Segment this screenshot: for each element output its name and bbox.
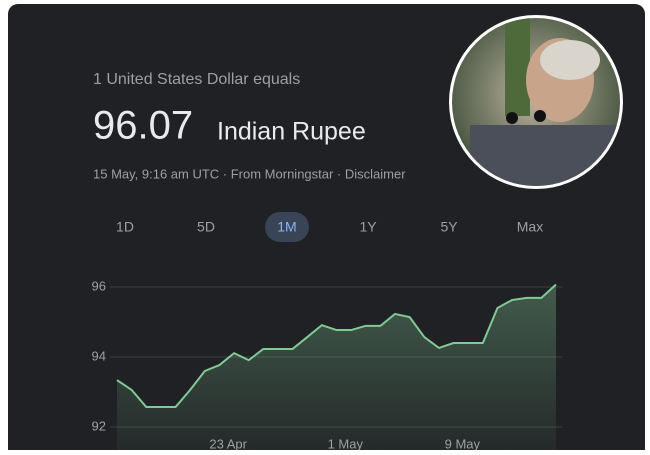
y-tick-label: 92 (92, 418, 106, 433)
amount: 96.07 (93, 104, 193, 148)
currency: Indian Rupee (217, 118, 366, 146)
range-tab[interactable]: 1Y (359, 219, 377, 235)
range-tab[interactable]: 5Y (440, 219, 458, 235)
range-tab[interactable]: 1D (116, 219, 134, 235)
y-tick-label: 94 (92, 348, 106, 363)
y-tick-label: 96 (92, 278, 106, 293)
meta: 15 May, 9:16 am UTC · From Morningstar ·… (93, 166, 406, 181)
line (116, 283, 557, 409)
avatar (449, 15, 623, 189)
range-tab[interactable]: Max (517, 219, 543, 235)
area (117, 284, 556, 450)
intro: 1 United States Dollar equals (93, 71, 300, 88)
tab-selected-bg (265, 212, 309, 242)
range-tabs: 1D 5D 1M 1Y 5Y Max (116, 212, 543, 242)
chart: 92949623 Apr1 May9 May (92, 278, 562, 451)
range-tab[interactable]: 5D (197, 219, 215, 235)
range-tab[interactable]: 1M (277, 219, 296, 235)
